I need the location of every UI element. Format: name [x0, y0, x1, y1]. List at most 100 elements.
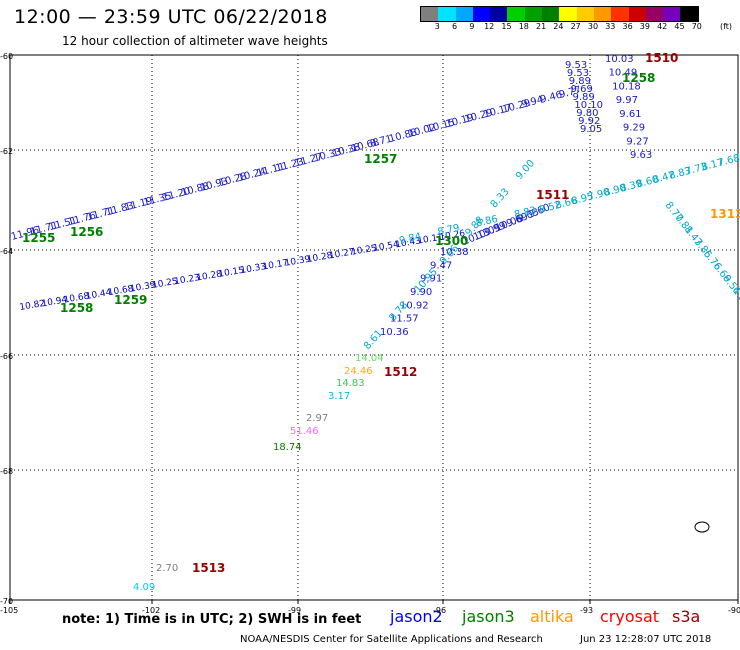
swh-value-jason3: 10.27	[328, 247, 355, 261]
pass-time-label: 1258	[60, 301, 93, 315]
swh-value-cyan: 8.17	[700, 157, 724, 173]
swh-value-jason2: 9.46	[539, 90, 563, 106]
color-scale-cell	[645, 7, 664, 21]
generated-time: Jun 23 12:28:07 UTC 2018	[580, 634, 712, 645]
color-scale-cell	[524, 7, 543, 21]
swh-value-jason2: 10.10	[574, 100, 603, 111]
swh-value-cyan: 7.90	[587, 187, 611, 203]
color-scale-cell	[472, 7, 491, 21]
color-scale-tick: 70	[691, 22, 702, 31]
color-scale-cell	[421, 7, 439, 21]
color-scale-bar	[420, 6, 699, 22]
swh-value-cyan: 7.68	[717, 153, 740, 169]
swh-value-jason3: 10.33	[240, 262, 267, 276]
swh-value-jason2: 9.89	[573, 92, 595, 103]
swh-value-jason3: 10.39	[129, 280, 156, 294]
swh-value-cyan: 9.84	[398, 231, 422, 247]
swh-value-jason3: 10.11	[417, 233, 444, 247]
swh-value-cyan: 8.83	[668, 166, 692, 182]
swh-value-jason3: 10.15	[218, 266, 245, 280]
pass-time-label: 1512	[384, 365, 417, 379]
color-scale-tick: 9	[469, 22, 475, 31]
color-scale-tick: 36	[622, 22, 633, 31]
pass-time-label: 1511	[536, 188, 569, 202]
color-scale-cell	[663, 7, 681, 21]
swh-value-jason2: 9.90	[410, 287, 432, 298]
longitude-label: -105	[0, 606, 18, 615]
swh-value-jason2: 9.69	[571, 84, 593, 95]
color-scale-tick: 27	[570, 22, 581, 31]
longitude-label: -96	[433, 606, 446, 615]
color-scale-unit: (ft)	[719, 22, 733, 31]
swh-value-jason2: 9.61	[619, 109, 641, 120]
longitude-label: -102	[142, 606, 160, 615]
swh-value-jason3: 10.39	[284, 255, 311, 269]
legend-s3a: s3a	[672, 607, 701, 626]
color-scale-tick: 21	[536, 22, 547, 31]
swh-value-cyan: 8.66	[554, 195, 578, 211]
pass-time-label: 1257	[364, 152, 397, 166]
legend-jason3: jason3	[462, 607, 515, 626]
island-outline	[694, 521, 710, 533]
swh-value-cyan: 8.60	[635, 174, 659, 190]
swh-value-jason3: 10.54	[373, 240, 400, 254]
swh-value-cyan: 8.52	[538, 200, 562, 216]
pass-time-label: 1510	[645, 51, 678, 65]
pass-time-label: 1255	[22, 231, 55, 245]
swh-value-lower: 2.70	[156, 563, 178, 574]
color-scale-tick: 42	[657, 22, 668, 31]
color-scale-cell	[611, 7, 629, 21]
swh-value-lower: 4.09	[133, 582, 155, 593]
latitude-label: -66	[0, 352, 13, 361]
swh-value-jason2: 9.94	[520, 94, 544, 110]
swh-value-jason2: 9.92	[578, 116, 600, 127]
swh-value-cyan: 7.73	[684, 161, 708, 177]
swh-value-jason2: 9.80	[576, 108, 598, 119]
swh-value-cyan: 8.95	[570, 191, 594, 207]
swh-value-cyan: 8.83	[513, 205, 537, 221]
pass-time-label: 1300	[435, 234, 468, 248]
color-scale-tick: 45	[674, 22, 685, 31]
color-scale-cell	[507, 7, 525, 21]
swh-value-jason3: 10.43	[395, 236, 422, 250]
page-subtitle: 12 hour collection of altimeter wave hei…	[62, 34, 328, 48]
swh-value-lower: 14.83	[336, 378, 365, 389]
latitude-label: -70	[0, 597, 13, 606]
color-scale-cell	[559, 7, 577, 21]
swh-value-cyan: 8.47	[652, 170, 676, 186]
swh-value-cyan: 8.33	[489, 186, 512, 210]
color-scale-cell	[680, 7, 698, 21]
color-scale-tick: 18	[518, 22, 529, 31]
longitude-label: -99	[288, 606, 301, 615]
swh-value-cyan: 8.86	[475, 214, 499, 230]
swh-value-jason2: 9.53	[567, 68, 589, 79]
pass-time-label: 1256	[70, 225, 103, 239]
swh-value-jason2: 9.27	[626, 136, 648, 147]
swh-value-cyan: 9.00	[514, 158, 537, 182]
swh-value-jason3: 10.68	[63, 291, 90, 305]
latitude-label: -60	[0, 52, 13, 61]
color-scale-tick: 15	[501, 22, 512, 31]
swh-value-cyan: 8.90	[603, 183, 627, 199]
map-frame	[9, 54, 739, 601]
color-scale-tick: 33	[605, 22, 616, 31]
color-scale-tick: 39	[639, 22, 650, 31]
swh-value-jason2: 9.89	[569, 76, 591, 87]
swh-value-cyan: 8.39	[619, 178, 643, 194]
swh-value-lower: 51.46	[290, 426, 319, 437]
swh-value-jason3: 10.25	[151, 277, 178, 291]
swh-value-cyan: 7.85	[733, 149, 740, 165]
swh-value-jason3: 10.82	[19, 299, 46, 313]
page-title: 12:00 — 23:59 UTC 06/22/2018	[14, 6, 328, 28]
swh-value-lower: 3.17	[328, 391, 350, 402]
swh-value-jason2: 9.53	[565, 60, 587, 71]
color-scale-cell	[438, 7, 456, 21]
swh-value-jason2: 9.47	[430, 260, 452, 271]
swh-value-lower: 24.46	[344, 366, 373, 377]
color-scale-tick: 12	[484, 22, 495, 31]
swh-value-jason2: 9.63	[630, 150, 652, 161]
swh-value-jason2: 11.57	[390, 314, 419, 325]
swh-value-jason2: 10.18	[612, 81, 641, 92]
legend-jason2: jason2	[390, 607, 443, 626]
